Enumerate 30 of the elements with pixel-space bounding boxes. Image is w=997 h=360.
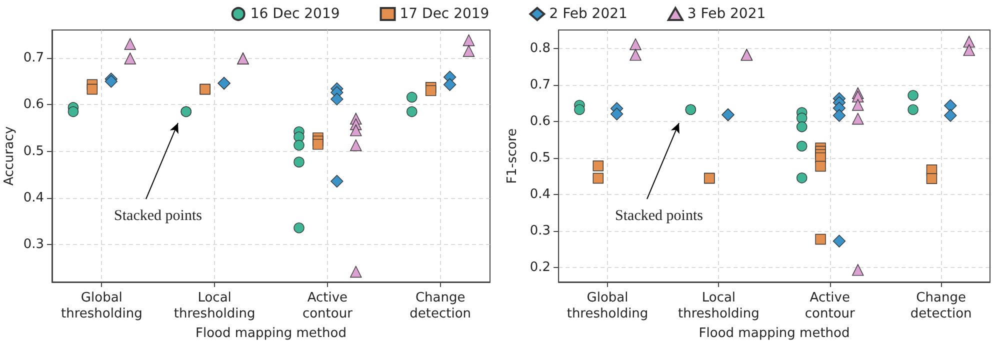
x-tick-label: Active contour <box>302 290 354 322</box>
y-tick-label: 0.6 <box>23 97 44 112</box>
y-axis-title: F1-score <box>505 128 520 184</box>
x-axis-title: Flood mapping method <box>196 326 346 341</box>
legend-label: 3 Feb 2021 <box>687 6 766 22</box>
legend-label: 17 Dec 2019 <box>400 6 490 22</box>
x-axis-title: Flood mapping method <box>698 326 850 341</box>
annotation: Stacked points <box>114 208 202 224</box>
y-tick-label: 0.3 <box>23 237 44 252</box>
y-axis-title: Accuracy <box>2 126 17 186</box>
y-tick-label: 0.7 <box>23 50 44 66</box>
y-tick-label: 0.2 <box>530 260 551 275</box>
x-tick-label: Change detection <box>910 290 972 322</box>
y-tick-label: 0.5 <box>530 150 551 166</box>
x-tick-label: Active contour <box>804 290 856 322</box>
y-tick-label: 0.4 <box>23 190 44 206</box>
y-tick-label: 0.3 <box>530 223 551 238</box>
x-tick-label: Local thresholding <box>678 290 760 322</box>
y-tick-label: 0.6 <box>530 114 551 129</box>
annotation: Stacked points <box>615 208 704 224</box>
x-tick-label: Global thresholding <box>566 290 648 322</box>
y-tick-label: 0.4 <box>530 186 551 202</box>
legend-label: 2 Feb 2021 <box>549 6 628 22</box>
y-tick-label: 0.5 <box>23 144 44 159</box>
x-tick-label: Change detection <box>410 290 472 322</box>
x-tick-label: Global thresholding <box>61 290 142 322</box>
y-tick-label: 0.7 <box>530 77 551 92</box>
legend-label: 16 Dec 2019 <box>250 6 340 22</box>
y-tick-label: 0.8 <box>530 40 551 56</box>
x-tick-label: Local thresholding <box>174 290 256 322</box>
